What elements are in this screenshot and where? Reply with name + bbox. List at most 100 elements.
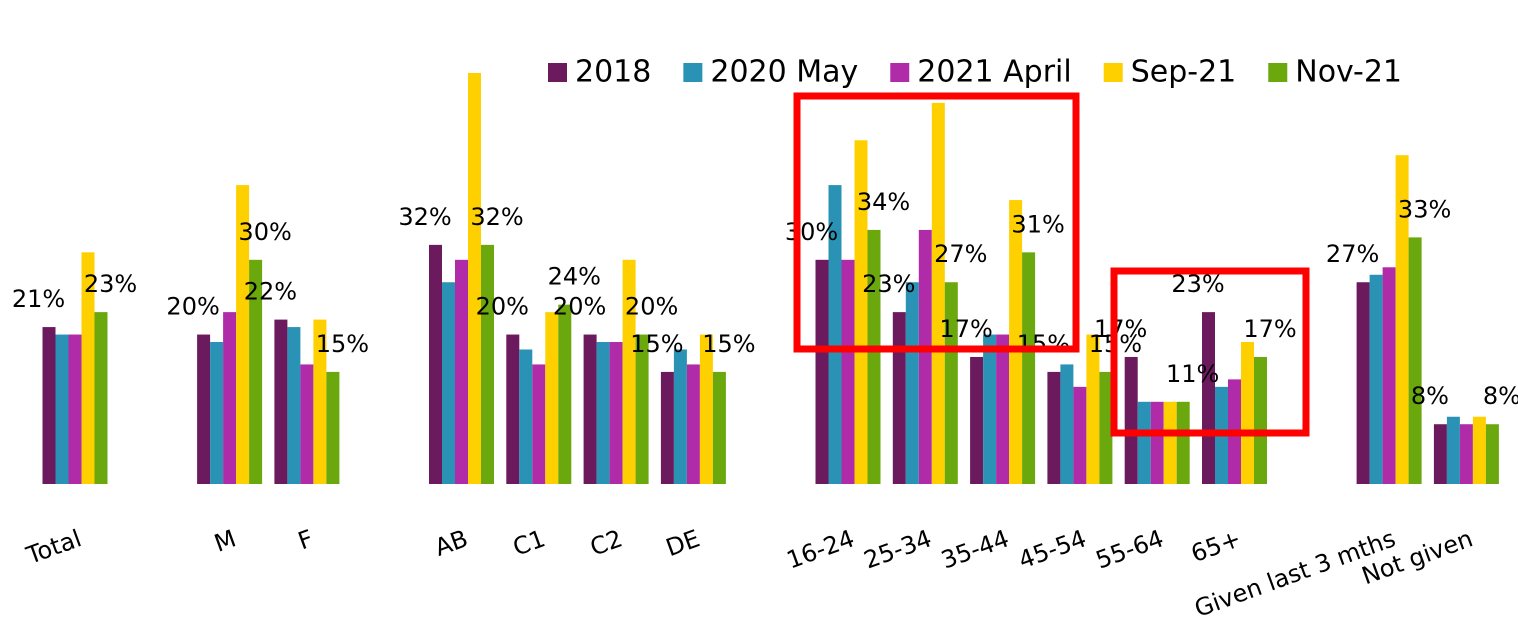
bar [197, 334, 211, 484]
data-label: 34% [857, 188, 910, 216]
bar [712, 371, 726, 484]
bar [815, 259, 829, 484]
bar [1382, 267, 1396, 484]
bar [1485, 424, 1499, 484]
bar [455, 259, 468, 484]
highlight-box [1110, 267, 1310, 437]
data-label: 22% [244, 278, 297, 306]
bar [841, 259, 855, 484]
x-tick-label: M [211, 524, 240, 557]
legend-swatch [548, 63, 567, 82]
value-labels: 21%23%20%30%22%15%32% 32%20%24%20% 20%15% 1… [12, 188, 1518, 410]
bar [1241, 342, 1254, 484]
legend-swatch [1268, 63, 1288, 82]
data-label: 17% [1243, 315, 1296, 343]
bar [892, 312, 906, 484]
bar [1099, 371, 1113, 484]
legend-label: 2018 [575, 55, 651, 90]
data-label: 17% [1094, 315, 1147, 343]
data-label: 33% [1398, 195, 1451, 223]
legend-label: 2021 April [917, 55, 1071, 90]
bar [249, 259, 263, 484]
bar [1060, 364, 1074, 484]
bar [519, 349, 533, 484]
bar [686, 364, 700, 484]
bar [609, 342, 623, 484]
x-tick-label: C2 [586, 524, 626, 561]
x-tick-label: F [294, 524, 317, 555]
bar [1047, 371, 1061, 484]
legend-swatch [683, 63, 703, 82]
bar [1163, 401, 1177, 484]
bar [545, 312, 559, 484]
data-label: 8% [1411, 382, 1449, 410]
data-label: 15% [316, 330, 369, 358]
bar [854, 140, 868, 484]
bar [1446, 416, 1460, 484]
data-label: 20% [625, 293, 678, 321]
x-tick-label: 25-34 [860, 524, 935, 574]
bar [1433, 424, 1447, 484]
bar [673, 349, 687, 484]
x-tick-label: AB [431, 524, 471, 562]
legend: 2018 2020 May 2021 April Sep-21 Nov-21 [548, 55, 1402, 90]
data-label: 23% [1171, 270, 1224, 298]
legend-label: Nov-21 [1295, 55, 1402, 90]
bar [506, 334, 520, 484]
data-label: 31% [1011, 210, 1064, 238]
bar [1073, 386, 1087, 484]
bar [1124, 356, 1138, 484]
bar [287, 327, 301, 484]
x-tick-label: 35-44 [938, 524, 1013, 574]
bar [1009, 200, 1023, 484]
bar [1395, 155, 1409, 484]
data-label: 20% [166, 293, 219, 321]
legend-label: 2020 May [710, 55, 858, 90]
bar [583, 334, 597, 484]
data-label: 11% [1166, 360, 1219, 388]
bar [236, 185, 250, 484]
data-label: 24% [548, 263, 601, 291]
data-label: 8% [1483, 382, 1518, 410]
bar [931, 102, 945, 485]
data-label: 27% [934, 240, 987, 268]
data-label: 20% [553, 293, 606, 321]
bar [429, 244, 442, 484]
bar [635, 334, 649, 484]
data-label: 15% [1017, 330, 1070, 358]
bar [867, 229, 881, 484]
bar [622, 259, 636, 484]
bar [55, 334, 69, 484]
x-tick-label: 65+ [1187, 524, 1244, 568]
data-label: 15% [630, 330, 683, 358]
data-label: 30% [238, 218, 291, 246]
data-label: 21% [12, 285, 65, 313]
bar [468, 73, 481, 484]
bar [905, 282, 919, 484]
bar [42, 327, 56, 484]
x-tick-label: DE [662, 524, 703, 562]
bar [660, 371, 674, 484]
bar [81, 252, 95, 484]
bar [983, 334, 997, 484]
bar [828, 185, 842, 484]
x-tick-label: 45-54 [1015, 524, 1090, 574]
data-label: 32% [398, 203, 451, 231]
bar [481, 244, 494, 484]
bar [313, 319, 327, 484]
bar [1137, 401, 1151, 484]
bar [532, 364, 546, 484]
bar [918, 229, 932, 484]
x-axis: Total M F AB C1 C2 DE 16-24 25-34 35-44 45-54 55-64… [22, 524, 1477, 623]
x-tick-label: Total [22, 524, 85, 570]
bar [596, 342, 610, 484]
bar [1369, 274, 1383, 484]
bar [996, 334, 1010, 484]
bar [1254, 356, 1267, 484]
data-label: 17% [939, 315, 992, 343]
x-tick-label: 55-64 [1092, 524, 1167, 574]
bar [274, 319, 288, 484]
data-label: 32% [470, 203, 523, 231]
bar [1086, 334, 1100, 484]
